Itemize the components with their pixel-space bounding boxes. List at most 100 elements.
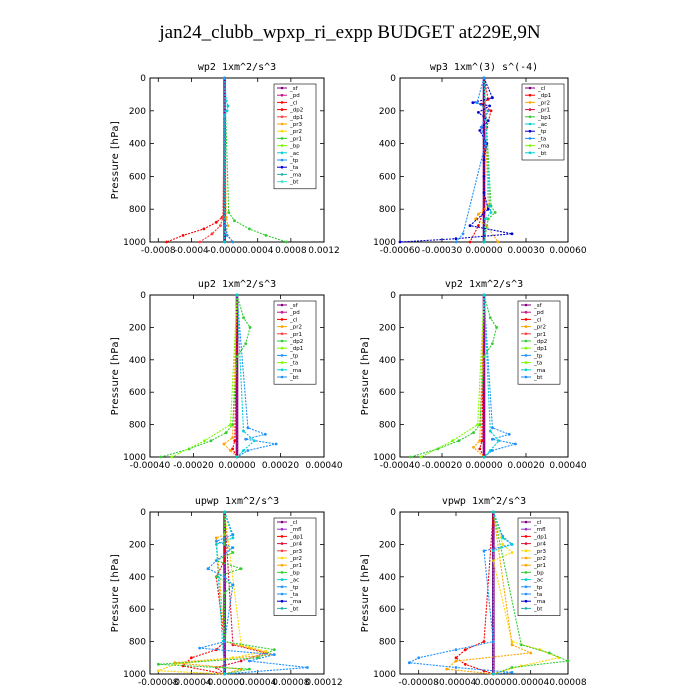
legend-marker [280, 556, 284, 560]
series-point [225, 109, 229, 113]
series-point [510, 671, 514, 674]
y-tick-label: 600 [379, 388, 396, 398]
series-point [223, 640, 227, 643]
series-point [223, 76, 227, 80]
series-point [233, 439, 237, 443]
y-tick-label: 0 [140, 291, 146, 301]
series-line-pr4 [215, 511, 269, 675]
series-point [510, 543, 514, 546]
series-point [272, 648, 276, 652]
series-point [190, 656, 193, 660]
series-line-dp2 [160, 294, 251, 458]
series-point [491, 449, 494, 452]
legend-label: _pd [289, 93, 300, 99]
y-tick-label: 600 [129, 388, 146, 398]
series-point [482, 240, 486, 244]
legend-label: _ac [533, 578, 543, 584]
series-point [231, 240, 235, 244]
series-point [242, 316, 245, 320]
series-point [484, 142, 487, 146]
series-point [170, 455, 174, 459]
y-tick-label: 800 [129, 421, 146, 431]
series-point [482, 191, 486, 195]
legend-label: _cl [289, 317, 298, 323]
series-point [497, 439, 501, 443]
series-point [244, 342, 248, 345]
series-point [224, 99, 228, 103]
y-tick-label: 400 [129, 573, 146, 583]
series-point [480, 439, 484, 443]
legend-marker [524, 599, 528, 603]
legend-label: _ta [289, 165, 298, 171]
legend-marker [524, 527, 528, 531]
legend-box [521, 83, 565, 161]
legend-marker [524, 318, 528, 321]
series-point [478, 439, 482, 443]
x-tick-label: 0.00020 [507, 461, 544, 471]
x-tick-label: -0.00004 [171, 678, 212, 688]
x-tick-label: 0.00060 [549, 246, 586, 256]
series-point [496, 240, 500, 244]
series-point [484, 217, 487, 221]
series-point [223, 591, 227, 595]
legend-marker [280, 607, 284, 610]
legend-marker [524, 542, 528, 545]
y-tick-label: 800 [129, 638, 146, 648]
y-tick-label: 1000 [123, 670, 146, 680]
legend-marker [280, 346, 284, 350]
legend-label: _mfl [289, 527, 302, 533]
y-tick-label: 400 [379, 140, 396, 150]
legend-label: _pr1 [533, 332, 546, 338]
series-point [486, 119, 490, 122]
legend-marker [280, 332, 284, 336]
series-point [239, 659, 243, 663]
series-point [242, 429, 245, 433]
legend-marker [280, 325, 284, 328]
legend-label: _tp [533, 353, 543, 359]
legend-marker [280, 361, 284, 364]
series-point [468, 240, 472, 244]
series-point [398, 240, 402, 244]
legend-label: _bp [289, 144, 300, 150]
series-line-tp [224, 77, 234, 243]
series-point [206, 567, 210, 571]
x-tick-label: -0.00008 [138, 678, 179, 688]
y-tick-label: 600 [129, 605, 146, 615]
legend-marker [528, 93, 532, 97]
legend-marker [528, 144, 532, 147]
legend-label: _ma [289, 172, 301, 178]
series-point [248, 326, 252, 329]
legend-label: _pr2 [537, 100, 550, 106]
series-point [264, 649, 268, 653]
series-point [451, 439, 454, 443]
legend-label: _dp1 [533, 534, 547, 540]
legend-label: _dp2 [533, 339, 547, 345]
series-point [248, 667, 251, 671]
series-point [454, 666, 458, 669]
series-point [222, 442, 226, 446]
legend-label: _ma [289, 368, 301, 374]
series-point [221, 216, 225, 219]
legend-label: _bt [289, 375, 299, 381]
series-point [223, 510, 227, 514]
y-tick-label: 1000 [123, 453, 146, 463]
series-point [482, 293, 486, 297]
legend-marker [524, 368, 528, 372]
y-tick-label: 400 [129, 356, 146, 366]
series-point [454, 656, 458, 660]
x-tick-label: 0.0008 [275, 246, 307, 256]
legend-label: _ma [533, 368, 545, 374]
legend-marker [524, 585, 528, 589]
series-point [248, 659, 251, 663]
series-point [491, 640, 495, 643]
series-point [159, 455, 163, 459]
y-tick-label: 800 [379, 638, 396, 648]
y-tick-label: 200 [129, 323, 146, 333]
legend-marker [528, 115, 532, 119]
legend-label: _bt [289, 180, 299, 186]
legend-marker [280, 137, 284, 140]
y-axis-label: Pressure [hPa] [360, 337, 371, 416]
series-line-tp [236, 294, 277, 458]
legend-marker [280, 108, 284, 111]
